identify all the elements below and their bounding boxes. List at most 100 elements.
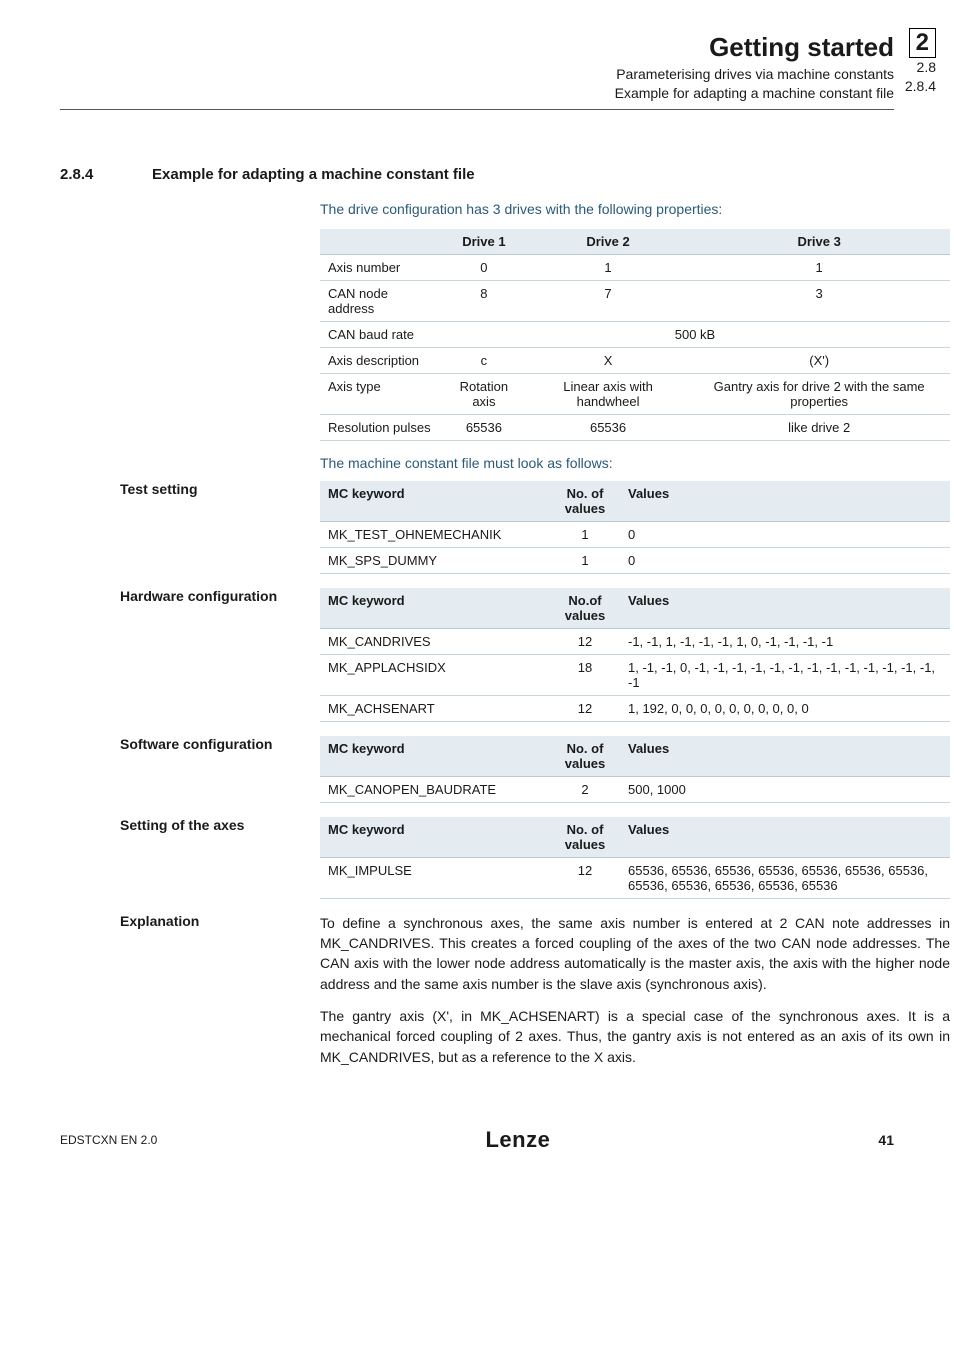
table-row: CAN baud rate500 kB: [320, 321, 950, 347]
hw-tbody: MK_CANDRIVES12-1, -1, 1, -1, -1, -1, 1, …: [320, 628, 950, 721]
cell: 1: [550, 547, 620, 573]
table-row: Axis number011: [320, 254, 950, 280]
cell: MK_CANOPEN_BAUDRATE: [320, 776, 550, 802]
chapter-box: 2: [909, 28, 936, 58]
cell: MK_ACHSENART: [320, 695, 550, 721]
explanation-text: To define a synchronous axes, the same a…: [320, 913, 950, 1067]
props-tbody: Axis number011CAN node address873CAN bau…: [320, 254, 950, 440]
footer-page: 41: [878, 1132, 894, 1148]
cell: 500, 1000: [620, 776, 950, 802]
cell: -1, -1, 1, -1, -1, -1, 1, 0, -1, -1, -1,…: [620, 628, 950, 654]
sw-tbody: MK_CANOPEN_BAUDRATE2500, 1000: [320, 776, 950, 802]
cell: 0: [620, 547, 950, 573]
table-row: CAN node address873: [320, 280, 950, 321]
cell: MK_IMPULSE: [320, 857, 550, 898]
cell: 1, -1, -1, 0, -1, -1, -1, -1, -1, -1, -1…: [620, 654, 950, 695]
cell: 65536, 65536, 65536, 65536, 65536, 65536…: [620, 857, 950, 898]
axes-setting-table: MC keyword No. of values Values MK_IMPUL…: [320, 817, 950, 899]
sw-th-2: Values: [620, 736, 950, 777]
header-subtitle-1: Parameterising drives via machine consta…: [60, 65, 894, 84]
cell: Axis type: [320, 373, 440, 414]
page-header: 2 2.8 2.8.4 Getting started Parameterisi…: [60, 32, 894, 110]
test-setting-label: Test setting: [120, 481, 198, 497]
page-footer: EDSTCXN EN 2.0 Lenze 41: [60, 1127, 894, 1153]
test-setting-block: Test setting MC keyword No. of values Va…: [60, 481, 894, 574]
table-row: Axis descriptioncX(X'): [320, 347, 950, 373]
props-th-0: [320, 229, 440, 255]
ax-th-0: MC keyword: [320, 817, 550, 858]
cell: X: [528, 347, 689, 373]
explanation-p2: The gantry axis (X', in MK_ACHSENART) is…: [320, 1006, 950, 1067]
cell: MK_CANDRIVES: [320, 628, 550, 654]
ax-th-1: No. of values: [550, 817, 620, 858]
cell: MK_TEST_OHNEMECHANIK: [320, 521, 550, 547]
chapter-numbers: 2 2.8 2.8.4: [905, 28, 936, 96]
after-props-intro: The machine constant file must look as f…: [320, 455, 894, 471]
intro-text: The drive configuration has 3 drives wit…: [320, 201, 894, 217]
explanation-p1: To define a synchronous axes, the same a…: [320, 913, 950, 994]
ax-tbody: MK_IMPULSE1265536, 65536, 65536, 65536, …: [320, 857, 950, 898]
cell: CAN node address: [320, 280, 440, 321]
cell: 12: [550, 857, 620, 898]
cell: c: [440, 347, 528, 373]
page-title: Getting started: [60, 32, 894, 63]
section-number: 2.8.4: [60, 166, 112, 183]
cell: 65536: [440, 414, 528, 440]
cell: like drive 2: [688, 414, 950, 440]
cell: 500 kB: [440, 321, 950, 347]
hw-config-label: Hardware configuration: [120, 588, 277, 604]
table-row: Axis typeRotation axisLinear axis with h…: [320, 373, 950, 414]
hw-th-0: MC keyword: [320, 588, 550, 629]
cell: 12: [550, 628, 620, 654]
chapter-sub1: 2.8: [905, 58, 936, 77]
table-row: MK_IMPULSE1265536, 65536, 65536, 65536, …: [320, 857, 950, 898]
table-row: MK_APPLACHSIDX181, -1, -1, 0, -1, -1, -1…: [320, 654, 950, 695]
axes-setting-label: Setting of the axes: [120, 817, 244, 833]
sw-config-table: MC keyword No. of values Values MK_CANOP…: [320, 736, 950, 803]
page: 2 2.8 2.8.4 Getting started Parameterisi…: [0, 0, 954, 1203]
cell: Rotation axis: [440, 373, 528, 414]
hw-config-block: Hardware configuration MC keyword No.of …: [60, 588, 894, 722]
cell: 1: [550, 521, 620, 547]
props-th-2: Drive 2: [528, 229, 689, 255]
props-th-1: Drive 1: [440, 229, 528, 255]
cell: Resolution pulses: [320, 414, 440, 440]
cell: Gantry axis for drive 2 with the same pr…: [688, 373, 950, 414]
footer-logo: Lenze: [485, 1127, 550, 1153]
ts-th-0: MC keyword: [320, 481, 550, 522]
cell: 0: [620, 521, 950, 547]
cell: 1: [688, 254, 950, 280]
cell: 12: [550, 695, 620, 721]
props-th-3: Drive 3: [688, 229, 950, 255]
cell: 2: [550, 776, 620, 802]
sw-config-label: Software configuration: [120, 736, 272, 752]
table-row: MK_TEST_OHNEMECHANIK10: [320, 521, 950, 547]
cell: CAN baud rate: [320, 321, 440, 347]
cell: 1, 192, 0, 0, 0, 0, 0, 0, 0, 0, 0, 0: [620, 695, 950, 721]
ts-tbody: MK_TEST_OHNEMECHANIK10MK_SPS_DUMMY10: [320, 521, 950, 573]
table-row: Resolution pulses6553665536like drive 2: [320, 414, 950, 440]
cell: 3: [688, 280, 950, 321]
table-row: MK_SPS_DUMMY10: [320, 547, 950, 573]
header-subtitle-2: Example for adapting a machine constant …: [60, 84, 894, 103]
cell: 8: [440, 280, 528, 321]
sw-th-1: No. of values: [550, 736, 620, 777]
cell: MK_APPLACHSIDX: [320, 654, 550, 695]
footer-left: EDSTCXN EN 2.0: [60, 1133, 157, 1147]
section-heading: 2.8.4 Example for adapting a machine con…: [60, 166, 894, 183]
table-row: MK_ACHSENART121, 192, 0, 0, 0, 0, 0, 0, …: [320, 695, 950, 721]
header-rule: [60, 109, 894, 110]
cell: 1: [528, 254, 689, 280]
table-row: MK_CANOPEN_BAUDRATE2500, 1000: [320, 776, 950, 802]
axes-setting-block: Setting of the axes MC keyword No. of va…: [60, 817, 894, 899]
chapter-sub2: 2.8.4: [905, 77, 936, 96]
drive-properties-block: Drive 1 Drive 2 Drive 3 Axis number011CA…: [60, 229, 894, 441]
table-row: MK_CANDRIVES12-1, -1, 1, -1, -1, -1, 1, …: [320, 628, 950, 654]
cell: Axis number: [320, 254, 440, 280]
explanation-label: Explanation: [120, 913, 199, 929]
cell: 0: [440, 254, 528, 280]
section-title: Example for adapting a machine constant …: [152, 166, 475, 183]
drive-properties-table: Drive 1 Drive 2 Drive 3 Axis number011CA…: [320, 229, 950, 441]
ts-th-2: Values: [620, 481, 950, 522]
hw-th-2: Values: [620, 588, 950, 629]
